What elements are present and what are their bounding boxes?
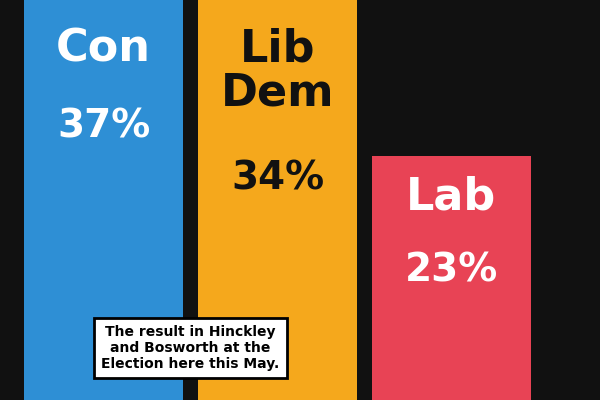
Text: The result in Hinckley
and Bosworth at the
Election here this May.: The result in Hinckley and Bosworth at t… xyxy=(101,325,280,371)
Text: 37%: 37% xyxy=(57,108,150,146)
Bar xyxy=(372,156,531,400)
Text: Lab: Lab xyxy=(406,176,497,219)
Text: Lib
Dem: Lib Dem xyxy=(221,28,334,114)
Text: Con: Con xyxy=(56,28,151,71)
Text: 34%: 34% xyxy=(231,160,324,198)
Bar xyxy=(24,0,183,400)
Bar xyxy=(198,0,357,400)
Text: 23%: 23% xyxy=(405,252,498,290)
